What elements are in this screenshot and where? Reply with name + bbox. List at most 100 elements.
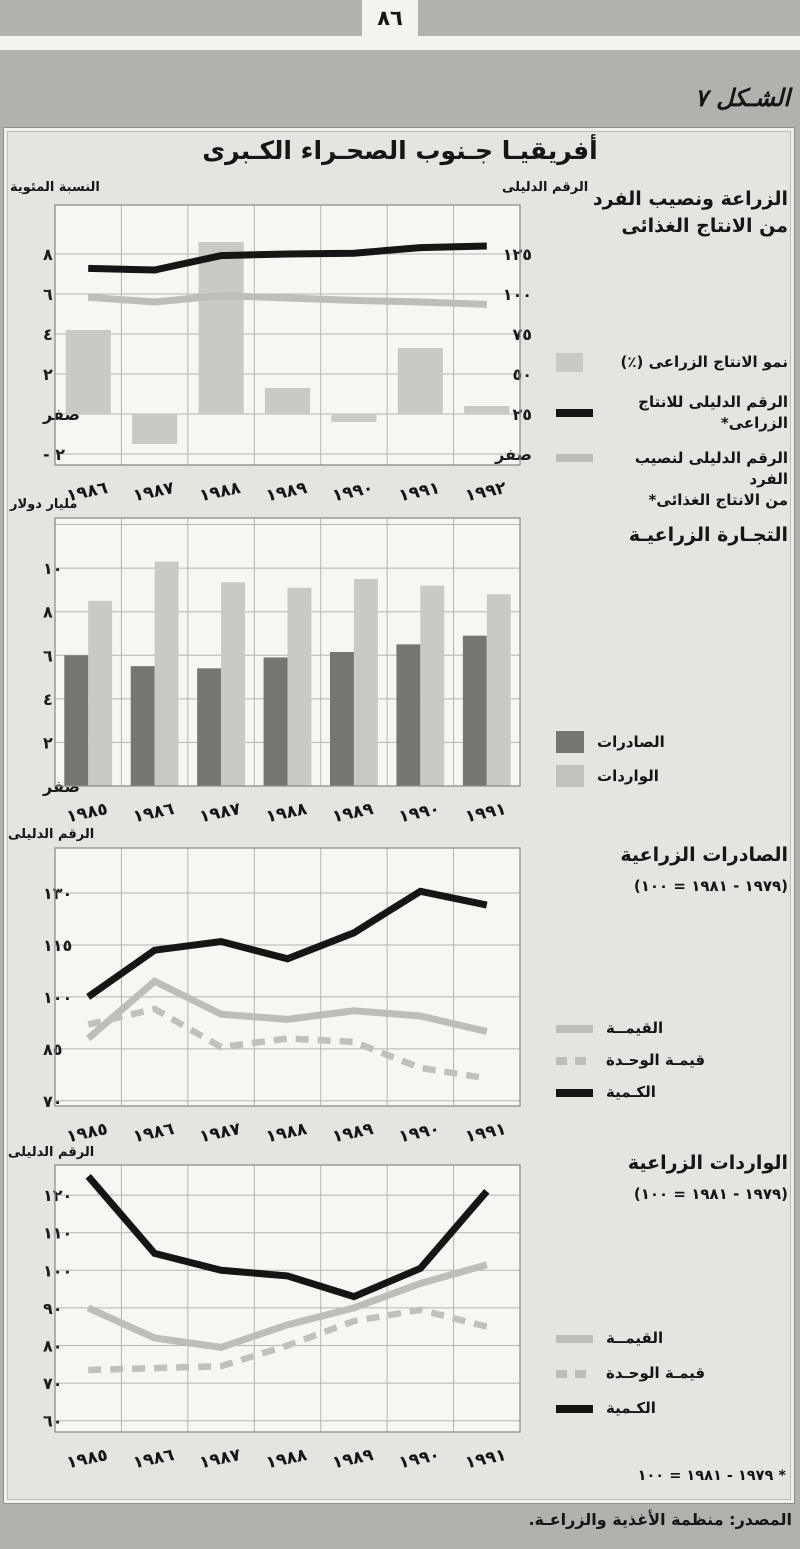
svg-text:١٩٨٩: ١٩٨٩ — [331, 1119, 376, 1147]
footnote: * ١٩٧٩ - ١٩٨١ = ١٠٠ — [637, 1468, 786, 1484]
svg-text:٥٠: ٥٠ — [512, 365, 532, 384]
svg-text:١٩٨٧: ١٩٨٧ — [198, 1119, 243, 1147]
svg-text:١٠: ١٠ — [43, 559, 63, 578]
exports-swatch-icon — [556, 731, 584, 753]
legend-item: نمو الانتاج الزراعى (٪) — [556, 352, 788, 373]
chart3-subtitle: (١٩٧٩ - ١٩٨١ = ١٠٠) — [633, 877, 788, 895]
svg-text:١٩٨٩: ١٩٨٩ — [331, 799, 376, 827]
value-line-swatch-icon — [556, 1024, 593, 1033]
svg-text:١٠٠: ١٠٠ — [503, 285, 532, 304]
svg-text:١٩٩١: ١٩٩١ — [463, 1445, 508, 1473]
chart4-title: الواردات الزراعية (١٩٧٩ - ١٩٨١ = ١٠٠) — [628, 1150, 788, 1208]
svg-text:١٩٨٥: ١٩٨٥ — [65, 1119, 110, 1147]
svg-text:١١٥: ١١٥ — [43, 936, 72, 955]
svg-text:٨: ٨ — [43, 603, 53, 622]
legend-label: الكـمية — [606, 1083, 656, 1101]
svg-text:٦٠: ٦٠ — [43, 1412, 63, 1431]
chart1-left-axis-unit: النسبة المئوية — [10, 180, 100, 195]
svg-text:١٩٨٨: ١٩٨٨ — [264, 799, 309, 827]
gray-line-swatch-icon — [556, 454, 593, 462]
legend-item: قيمـة الوحـدة — [556, 1050, 788, 1071]
unit-value-dashed-swatch-icon — [556, 1369, 593, 1378]
svg-text:٨٠: ٨٠ — [43, 1337, 63, 1356]
chart2-title: التجـارة الزراعيـة — [628, 524, 788, 546]
svg-text:١٩٩٢: ١٩٩٢ — [463, 478, 508, 506]
svg-text:٧٠: ٧٠ — [43, 1092, 63, 1111]
svg-text:١٩٩٠: ١٩٩٠ — [397, 1445, 442, 1473]
legend-label: قيمـة الوحـدة — [606, 1051, 706, 1069]
svg-text:١٩٨٨: ١٩٨٨ — [264, 1445, 309, 1473]
svg-text:١٩٨٦: ١٩٨٦ — [131, 1119, 176, 1147]
svg-text:٢: ٢ — [43, 733, 53, 752]
svg-text:٢٥: ٢٥ — [512, 405, 532, 424]
legend-label: قيمـة الوحـدة — [606, 1364, 706, 1382]
svg-text:٤: ٤ — [43, 690, 53, 709]
legend-label: الرقم الدليلى لنصيب الفرد من الانتاج الغ… — [634, 449, 788, 509]
svg-text:١٩٩٠: ١٩٩٠ — [397, 1119, 442, 1147]
legend-item: قيمـة الوحـدة — [556, 1363, 788, 1384]
svg-text:١٩٨٥: ١٩٨٥ — [65, 1445, 110, 1473]
legend-item: القيمــة — [556, 1328, 788, 1349]
svg-text:١٩٨٩: ١٩٨٩ — [264, 478, 309, 506]
value-line-swatch-icon — [556, 1334, 593, 1343]
svg-text:٢: ٢ — [43, 365, 53, 384]
chart2-legend: الصادرات الواردات — [556, 731, 788, 787]
legend-label: الصادرات — [597, 732, 665, 751]
legend-item: الكـمية — [556, 1398, 788, 1419]
svg-text:١٩٨٩: ١٩٨٩ — [331, 1445, 376, 1473]
svg-text:٧٠: ٧٠ — [43, 1374, 63, 1393]
svg-text:٢ -: ٢ - — [43, 445, 65, 464]
svg-text:٤: ٤ — [43, 325, 53, 344]
legend-item: الكـمية — [556, 1082, 788, 1103]
chart1-right-axis-unit: الرقم الدليلى — [502, 180, 589, 195]
quantity-line-swatch-icon — [556, 1088, 593, 1097]
chart4-legend: القيمــة قيمـة الوحـدة الكـمية — [556, 1328, 788, 1419]
svg-text:صفر: صفر — [494, 445, 532, 464]
svg-text:١٢٠: ١٢٠ — [43, 1186, 72, 1205]
svg-text:١٠٠: ١٠٠ — [43, 1261, 72, 1280]
legend-label: الكـمية — [606, 1399, 656, 1417]
svg-text:١٩٨٧: ١٩٨٧ — [198, 799, 243, 827]
svg-text:٦: ٦ — [43, 646, 53, 665]
legend-label: القيمــة — [606, 1329, 664, 1347]
svg-text:١٩٨٨: ١٩٨٨ — [264, 1119, 309, 1147]
svg-text:١٩٩١: ١٩٩١ — [463, 799, 508, 827]
svg-text:١٩٨٧: ١٩٨٧ — [198, 1445, 243, 1473]
quantity-line-swatch-icon — [556, 1404, 593, 1413]
legend-label: الواردات — [597, 766, 659, 785]
legend-label: نمو الانتاج الزراعى (٪) — [620, 353, 788, 371]
svg-text:١٩٨٧: ١٩٨٧ — [131, 478, 176, 506]
legend-item: الرقم الدليلى لنصيب الفرد من الانتاج الغ… — [556, 448, 788, 511]
svg-text:١٩٩٠: ١٩٩٠ — [397, 799, 442, 827]
svg-text:٨٥: ٨٥ — [43, 1040, 63, 1059]
svg-text:١٩٨٦: ١٩٨٦ — [131, 1445, 176, 1473]
svg-text:١٩٨٦: ١٩٨٦ — [131, 799, 176, 827]
svg-text:١٣٠: ١٣٠ — [43, 884, 72, 903]
chart3-legend: القيمــة قيمـة الوحـدة الكـمية — [556, 1018, 788, 1103]
imports-swatch-icon — [556, 765, 584, 787]
svg-text:١٩٩١: ١٩٩١ — [397, 478, 442, 506]
page-number-box: ٨٦ — [362, 0, 418, 36]
svg-text:١٩٨٨: ١٩٨٨ — [198, 478, 243, 506]
legend-label: الرقم الدليلى للانتاج الزراعى* — [638, 393, 788, 432]
legend-item: الواردات — [556, 765, 788, 787]
header-band — [0, 36, 800, 50]
chart4-axis-unit: الرقم الدليلى — [8, 1145, 95, 1160]
legend-item: الرقم الدليلى للانتاج الزراعى* — [556, 392, 788, 434]
black-line-swatch-icon — [556, 409, 593, 417]
chart1-legend: نمو الانتاج الزراعى (٪) الرقم الدليلى لل… — [556, 352, 788, 511]
legend-item: القيمــة — [556, 1018, 788, 1039]
legend-item: الصادرات — [556, 731, 788, 753]
source-line: المصدر: منظمة الأغذية والزراعـة. — [528, 1510, 792, 1529]
main-title: أفريقيـا جـنوب الصحـراء الكـبرى — [202, 136, 598, 165]
chart1-title: الزراعة ونصيب الفرد من الانتاج الغذائى — [592, 188, 788, 237]
chart3-axis-unit: الرقم الدليلى — [8, 827, 95, 842]
bar-swatch-icon — [556, 353, 583, 372]
chart2-axis-unit: مليار دولار — [10, 497, 78, 512]
chart3-title: الصادرات الزراعية (١٩٧٩ - ١٩٨١ = ١٠٠) — [620, 842, 788, 900]
